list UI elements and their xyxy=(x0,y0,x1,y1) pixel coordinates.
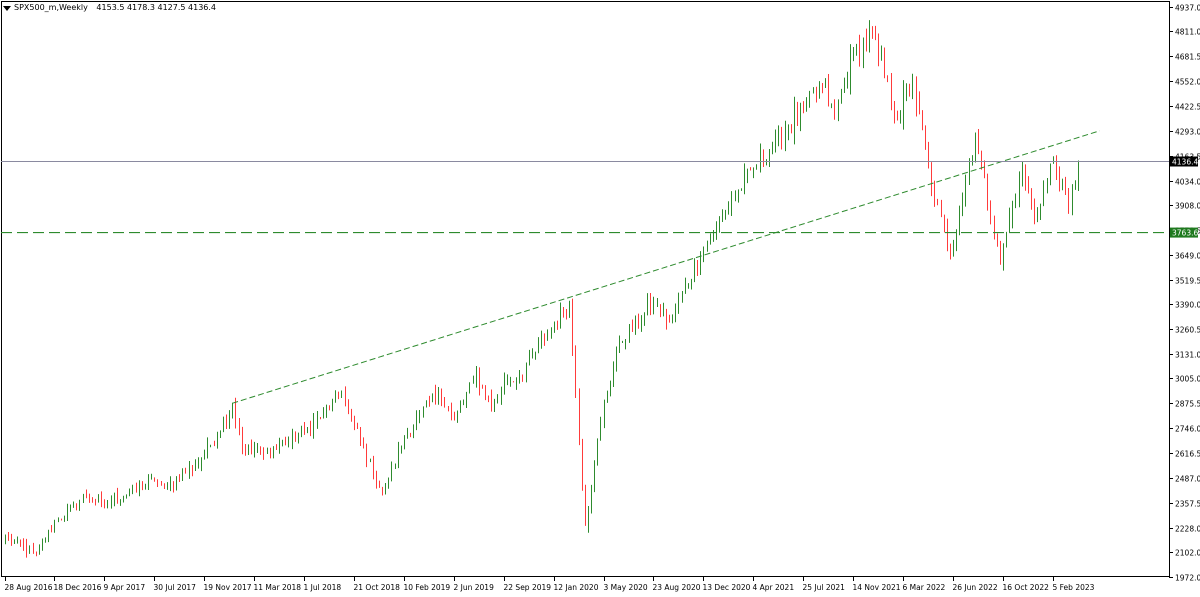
symbol-label: SPX500_m,Weekly xyxy=(14,3,88,12)
y-tick-label: 3390.0 xyxy=(1175,301,1200,310)
horizontal-level-label: 3763.6 xyxy=(1172,229,1198,238)
trendline[interactable] xyxy=(232,130,1100,404)
y-tick-label: 4681.5 xyxy=(1175,53,1200,62)
y-tick-label: 3519.5 xyxy=(1175,277,1200,286)
x-tick-label: 3 May 2020 xyxy=(604,583,648,592)
x-tick-label: 11 Mar 2018 xyxy=(254,583,302,592)
x-tick-label: 21 Oct 2018 xyxy=(354,583,401,592)
x-tick-label: 1 Jul 2018 xyxy=(304,583,342,592)
ohlc-readout: 4153.5 4178.3 4127.5 4136.4 xyxy=(96,3,217,12)
y-tick-label: 4552.0 xyxy=(1175,78,1200,87)
x-tick-label: 22 Sep 2019 xyxy=(504,583,552,592)
x-tick-label: 12 Jan 2020 xyxy=(554,583,599,592)
y-tick-label: 4034.0 xyxy=(1175,178,1200,187)
chart-header: SPX500_m,Weekly 4153.5 4178.3 4127.5 413… xyxy=(14,3,216,12)
x-tick-label: 5 Feb 2023 xyxy=(1053,583,1095,592)
plot-frame xyxy=(1,1,1170,577)
level-label-bg xyxy=(1170,227,1198,238)
y-tick-label: 3005.0 xyxy=(1175,375,1200,384)
y-tick-label: 2102.0 xyxy=(1175,549,1200,558)
x-tick-label: 4 Apr 2021 xyxy=(753,583,795,592)
y-tick-label: 2357.5 xyxy=(1175,500,1200,509)
x-tick-label: 10 Feb 2019 xyxy=(404,583,451,592)
y-tick-label: 4293.0 xyxy=(1175,128,1200,137)
current-price-label: 4136.4 xyxy=(1172,158,1198,167)
y-tick-label: 1972.0 xyxy=(1175,574,1200,583)
x-tick-label: 28 Aug 2016 xyxy=(5,583,53,592)
x-tick-label: 14 Nov 2021 xyxy=(853,583,901,592)
x-tick-label: 6 Mar 2022 xyxy=(903,583,946,592)
x-tick-label: 13 Dec 2020 xyxy=(703,583,751,592)
y-tick-label: 3260.5 xyxy=(1175,326,1200,335)
y-tick-label: 3649.0 xyxy=(1175,252,1200,261)
y-tick-label: 2616.5 xyxy=(1175,450,1200,459)
x-tick-label: 9 Apr 2017 xyxy=(104,583,146,592)
x-tick-label: 19 Nov 2017 xyxy=(204,583,252,592)
x-tick-label: 25 Jul 2021 xyxy=(803,583,846,592)
y-tick-label: 4422.5 xyxy=(1175,103,1200,112)
y-tick-label: 3131.0 xyxy=(1175,351,1200,360)
x-tick-label: 30 Jul 2017 xyxy=(154,583,197,592)
y-tick-label: 2228.0 xyxy=(1175,525,1200,534)
y-tick-label: 4937.0 xyxy=(1175,4,1200,13)
x-tick-label: 23 Aug 2020 xyxy=(653,583,701,592)
x-tick-label: 18 Dec 2016 xyxy=(54,583,102,592)
collapse-triangle-icon[interactable] xyxy=(3,6,11,11)
y-tick-label: 2746.0 xyxy=(1175,425,1200,434)
x-tick-label: 26 Jun 2022 xyxy=(953,583,998,592)
x-tick-label: 2 Jun 2019 xyxy=(454,583,495,592)
x-tick-label: 16 Oct 2022 xyxy=(1003,583,1050,592)
y-tick-label: 2487.0 xyxy=(1175,475,1200,484)
y-tick-label: 4811.0 xyxy=(1175,28,1200,37)
price-label-bg xyxy=(1170,156,1198,167)
y-tick-label: 2875.5 xyxy=(1175,400,1200,409)
y-tick-label: 3908.0 xyxy=(1175,202,1200,211)
